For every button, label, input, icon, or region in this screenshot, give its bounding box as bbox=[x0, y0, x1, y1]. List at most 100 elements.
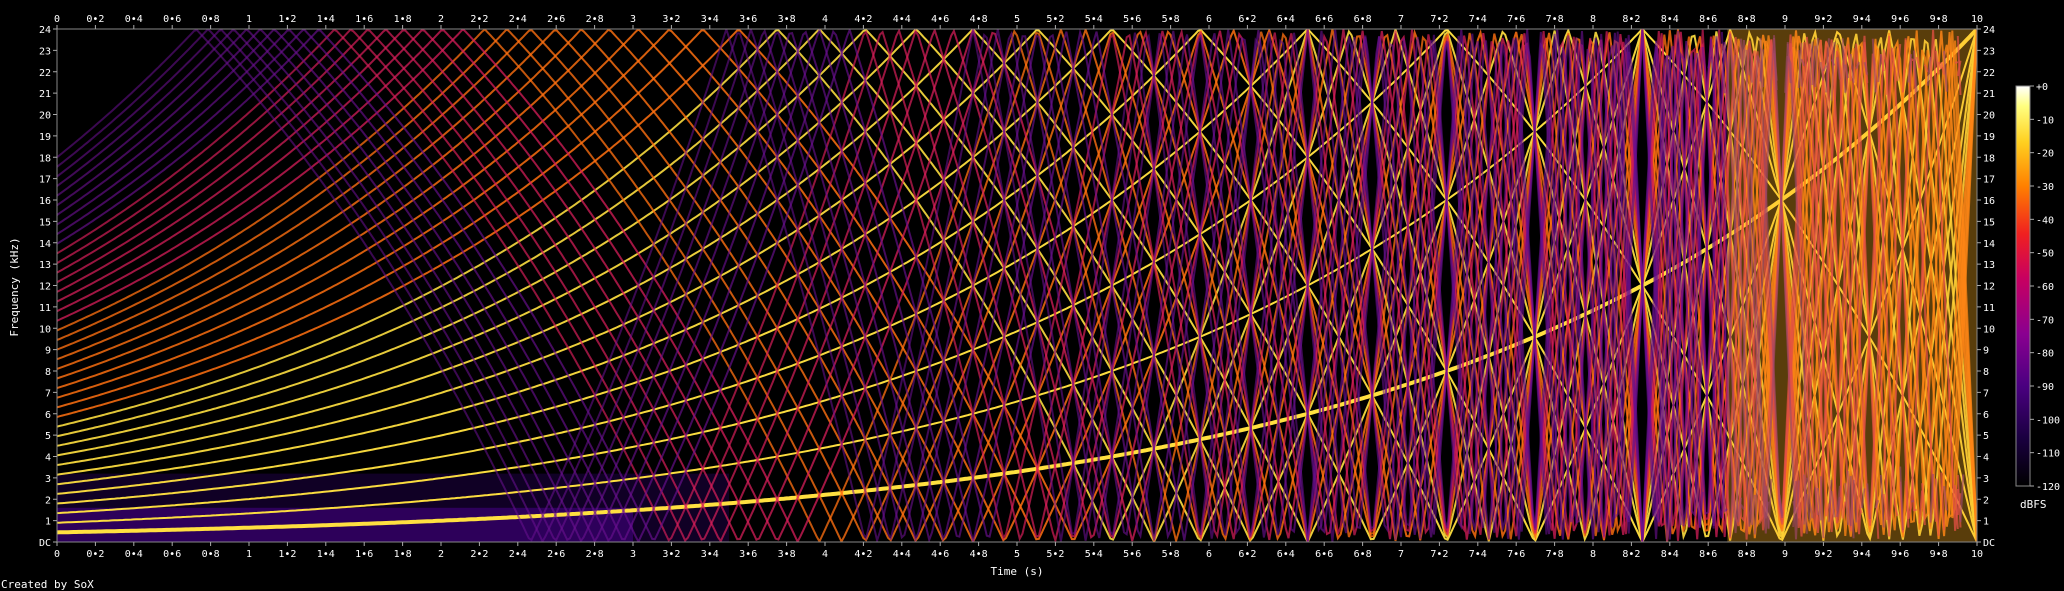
harmonic-line bbox=[1805, 493, 1811, 521]
y-tick-label-right: 6 bbox=[1983, 410, 1989, 421]
y-tick-label-right: 15 bbox=[1983, 217, 1995, 228]
harmonic-line bbox=[1729, 477, 1734, 537]
y-tick-label: 22 bbox=[39, 68, 51, 79]
x-tick-label-top: 7•2 bbox=[1430, 14, 1448, 25]
harmonic-line bbox=[1918, 490, 1924, 524]
x-tick-label-top: 4 bbox=[822, 14, 828, 25]
colorbar-tick-label: -120 bbox=[2036, 482, 2060, 493]
x-tick-label-top: 8•8 bbox=[1738, 14, 1756, 25]
harmonic-line bbox=[1904, 480, 1910, 528]
x-axis-bottom: 0 0•2 0•4 0•6 0•8 1 1•2 1•4 1•6 1•8 2 2•2 2•4 2•6 2•8 3… bbox=[54, 542, 1983, 560]
x-tick-label: 5 bbox=[1014, 549, 1020, 560]
y-tick-label-right: 16 bbox=[1983, 196, 1995, 207]
y-tick-label: 3 bbox=[45, 474, 51, 485]
harmonic-line bbox=[1773, 50, 1778, 81]
y-tick-label-right: 13 bbox=[1983, 260, 1995, 271]
y-tick-label-right: 17 bbox=[1983, 175, 1995, 186]
harmonic-line bbox=[1860, 488, 1866, 509]
colorbar-tick-label: -40 bbox=[2036, 215, 2054, 226]
harmonic-line bbox=[1943, 486, 1948, 511]
x-tick-label: 7 bbox=[1398, 549, 1404, 560]
y-tick-label-right: DC bbox=[1983, 538, 1995, 549]
harmonic-line bbox=[1956, 60, 1962, 77]
harmonic-line bbox=[1899, 466, 1904, 531]
harmonic-line bbox=[1830, 490, 1836, 518]
y-tick-label: 1 bbox=[45, 517, 51, 528]
harmonic-line bbox=[1808, 41, 1814, 96]
x-tick-label-top: 1 bbox=[246, 14, 252, 25]
harmonic-line bbox=[1912, 50, 1918, 93]
y-tick-label-right: 1 bbox=[1983, 517, 1989, 528]
x-tick-label-top: 1•2 bbox=[278, 14, 296, 25]
x-tick-label-top: 5•4 bbox=[1085, 14, 1103, 25]
y-tick-label-right: 5 bbox=[1983, 431, 1989, 442]
harmonic-line bbox=[1877, 54, 1882, 83]
x-tick-label: 6•6 bbox=[1315, 549, 1333, 560]
harmonic-line bbox=[1885, 35, 1891, 95]
harmonic-line bbox=[57, 29, 1800, 542]
x-tick-label: 0•6 bbox=[163, 549, 181, 560]
x-tick-label: 3 bbox=[630, 549, 636, 560]
x-tick-label: 9•4 bbox=[1853, 549, 1871, 560]
colorbar-label: dBFS bbox=[2020, 498, 2047, 511]
x-tick-label-top: 2•4 bbox=[509, 14, 527, 25]
harmonic-line bbox=[1926, 56, 1932, 86]
harmonic-line bbox=[1940, 61, 1946, 75]
harmonic-lines bbox=[57, 29, 1977, 542]
x-tick-label: 8 bbox=[1590, 549, 1596, 560]
x-tick-label-top: 8•4 bbox=[1661, 14, 1679, 25]
y-tick-label: 2 bbox=[45, 495, 51, 506]
x-tick-label: 7•2 bbox=[1430, 549, 1448, 560]
x-tick-label-top: 6•4 bbox=[1277, 14, 1295, 25]
harmonic-line bbox=[1871, 38, 1877, 93]
y-tick-label-right: 19 bbox=[1983, 132, 1995, 143]
x-axis-top: 0 0•2 0•4 0•6 0•8 1 1•2 1•4 1•6 1•8 2 2•2 2•4 2•6 2•8 3… bbox=[54, 14, 1983, 29]
harmonic-line bbox=[1803, 477, 1808, 525]
x-tick-label-top: 0•6 bbox=[163, 14, 181, 25]
harmonic-line bbox=[57, 29, 1977, 542]
x-tick-label: 1•4 bbox=[317, 549, 335, 560]
harmonic-line bbox=[57, 29, 1715, 542]
y-tick-label-right: 8 bbox=[1983, 367, 1989, 378]
x-tick-label: 4 bbox=[822, 549, 828, 560]
x-tick-label-top: 0 bbox=[54, 14, 60, 25]
harmonic-line bbox=[1814, 487, 1819, 516]
colorbar-tick-label: +0 bbox=[2036, 82, 2048, 93]
colorbar-tick-label: -70 bbox=[2036, 315, 2054, 326]
y-tick-label-right: 21 bbox=[1983, 89, 1995, 100]
y-tick-label-right: 2 bbox=[1983, 495, 1989, 506]
x-tick-label-top: 2•6 bbox=[547, 14, 565, 25]
y-tick-label-right: 11 bbox=[1983, 303, 1995, 314]
harmonic-line bbox=[1934, 478, 1940, 536]
colorbar-tick-label: -10 bbox=[2036, 115, 2054, 126]
harmonic-line bbox=[1910, 499, 1915, 503]
harmonic-line bbox=[1937, 61, 1943, 70]
x-tick-label-top: 10 bbox=[1971, 14, 1983, 25]
x-tick-label: 5•4 bbox=[1085, 549, 1103, 560]
y-tick-label: 16 bbox=[39, 196, 51, 207]
x-tick-label-top: 7 bbox=[1398, 14, 1404, 25]
x-tick-label-top: 9 bbox=[1782, 14, 1788, 25]
x-tick-label-top: 9•6 bbox=[1891, 14, 1909, 25]
harmonic-line bbox=[1740, 504, 1745, 510]
harmonic-line bbox=[1915, 56, 1921, 69]
x-tick-label-top: 5•6 bbox=[1123, 14, 1141, 25]
harmonic-line bbox=[1811, 45, 1817, 86]
harmonic-line bbox=[1923, 64, 1929, 73]
harmonic-line bbox=[57, 29, 1743, 542]
harmonic-line bbox=[1731, 54, 1737, 71]
x-tick-label-top: 8•2 bbox=[1622, 14, 1640, 25]
y-tick-label-right: 20 bbox=[1983, 111, 1995, 122]
colorbar-tick-label: -60 bbox=[2036, 282, 2054, 293]
harmonic-line bbox=[1844, 483, 1850, 526]
x-tick-label-top: 4•4 bbox=[893, 14, 911, 25]
y-tick-label: 8 bbox=[45, 367, 51, 378]
harmonic-line bbox=[1847, 44, 1852, 81]
x-tick-label: 0•2 bbox=[86, 549, 104, 560]
y-tick-label: 10 bbox=[39, 324, 51, 335]
x-tick-label: 4•4 bbox=[893, 549, 911, 560]
saturation-region bbox=[1727, 29, 1977, 542]
colorbar-tick-label: -20 bbox=[2036, 149, 2054, 160]
harmonic-line bbox=[1745, 49, 1751, 76]
harmonic-line bbox=[1841, 38, 1847, 93]
